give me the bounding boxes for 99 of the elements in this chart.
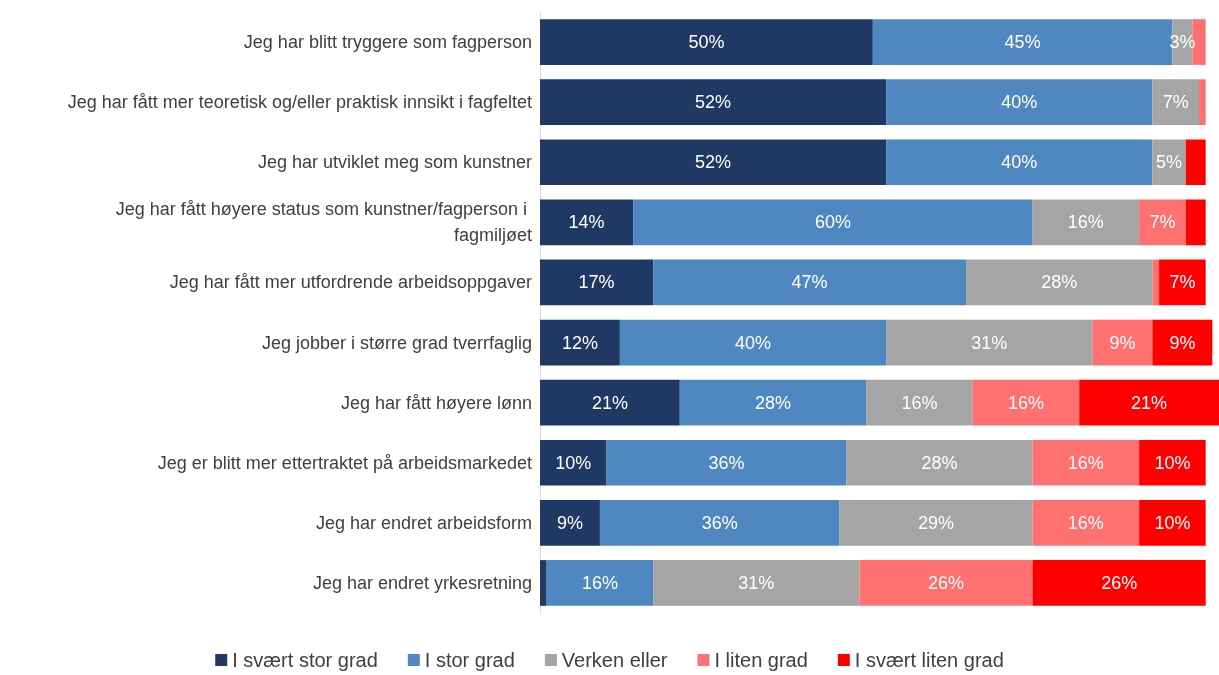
data-label: 60% [814, 212, 851, 233]
data-label: 16% [1007, 392, 1044, 413]
bar [972, 379, 1080, 426]
data-label: 5% [1156, 152, 1183, 173]
bar [1032, 500, 1140, 546]
bar [1159, 259, 1206, 306]
data-label: 16% [1067, 212, 1104, 233]
bar [540, 379, 680, 426]
y-tick-label: Jeg har endret yrkesretning [312, 572, 532, 593]
bar [1152, 79, 1200, 125]
data-label: 16% [901, 392, 938, 413]
data-label: 9% [1169, 332, 1196, 353]
bar [1032, 560, 1206, 606]
bar [679, 379, 867, 426]
bar [653, 560, 860, 606]
bar [1139, 500, 1206, 546]
data-label: 16% [581, 572, 618, 593]
bar [886, 139, 1153, 186]
bar [546, 560, 654, 606]
bar [839, 500, 1033, 546]
data-label: 21% [591, 392, 628, 413]
data-label: 52% [695, 92, 732, 113]
bar [1185, 139, 1206, 186]
bar [540, 19, 873, 65]
data-label: 10% [555, 452, 592, 473]
data-label: 40% [1001, 152, 1038, 173]
data-label: 31% [971, 332, 1008, 353]
bar [1139, 199, 1186, 246]
bar [1092, 319, 1153, 366]
data-label: 14% [568, 212, 605, 233]
bar [540, 439, 607, 486]
legend-label: I liten grad [714, 649, 808, 671]
data-label: 40% [1001, 92, 1038, 113]
data-label: 36% [701, 512, 738, 533]
bar [540, 199, 634, 246]
bar [606, 439, 847, 486]
bar [886, 319, 1093, 366]
legend-label: I stor grad [424, 649, 515, 671]
y-tick-label: Jeg jobber i større grad tverrfaglig [261, 332, 532, 353]
y-tick-label: Jeg har fått mer utfordrende arbeidsoppgaver [169, 272, 532, 293]
legend-label: I svært liten grad [854, 649, 1004, 671]
data-label: 50% [688, 32, 725, 53]
data-label: 26% [1101, 572, 1138, 593]
bar [866, 379, 973, 426]
bar [619, 319, 887, 366]
y-tick-label: Jeg har endret arbeidsform [315, 512, 532, 533]
bar [1032, 199, 1140, 246]
bar [886, 79, 1153, 125]
data-label: 45% [1004, 32, 1041, 53]
data-label: 26% [928, 572, 965, 593]
data-label: 28% [1041, 272, 1078, 293]
legend-label: I svært stor grad [232, 649, 378, 671]
y-tick-label: Jeg er blitt mer ettertraktet på arbeidsmarkedet [157, 452, 532, 473]
data-label: 12% [561, 332, 598, 353]
y-tick-label: Jeg har fått mer teoretisk og/eller praktisk innsikt i fagfeltet [67, 92, 532, 113]
bar [1032, 439, 1140, 486]
y-tick-label: Jeg har blitt tryggere som fagperson [243, 32, 532, 53]
data-label: 29% [918, 512, 955, 533]
data-label: 9% [556, 512, 583, 533]
data-label: 7% [1149, 212, 1176, 233]
bar [1079, 379, 1219, 426]
bar [1152, 259, 1160, 306]
bar [540, 319, 620, 366]
bar [653, 259, 967, 306]
bar [1199, 79, 1206, 125]
legend-label: Verken eller [561, 649, 668, 671]
bar [540, 79, 887, 125]
data-label: 17% [578, 272, 615, 293]
data-label: 7% [1162, 92, 1189, 113]
data-label: 9% [1109, 332, 1136, 353]
data-label: 10% [1154, 452, 1191, 473]
bar [1152, 139, 1186, 186]
data-label: 31% [738, 572, 775, 593]
bar [1185, 199, 1206, 246]
bar [540, 560, 547, 606]
data-label: 47% [791, 272, 828, 293]
data-label: 28% [754, 392, 792, 413]
bar [859, 560, 1033, 606]
data-label: 21% [1131, 392, 1168, 413]
bar [1152, 319, 1213, 366]
bar [599, 500, 840, 546]
bar [846, 439, 1033, 486]
y-tick-label: Jeg har fått høyere lønn [340, 392, 532, 413]
y-tick-label: Jeg har fått høyere status som kunstner/fagperson i fagmiljøet [115, 199, 532, 246]
bar [540, 500, 600, 546]
data-label: 36% [708, 452, 745, 473]
data-label: 28% [921, 452, 958, 473]
data-label: 16% [1067, 452, 1104, 473]
bar [966, 259, 1153, 306]
bar [540, 139, 887, 186]
data-label: 52% [695, 152, 732, 173]
data-label: 7% [1169, 272, 1196, 293]
bar [1139, 439, 1206, 486]
y-tick-label: Jeg har utviklet meg som kunstner [257, 152, 532, 173]
data-label: 40% [735, 332, 772, 353]
data-label: 16% [1067, 512, 1104, 533]
bar [633, 199, 1033, 246]
bar [540, 259, 654, 306]
data-label: 10% [1154, 512, 1191, 533]
